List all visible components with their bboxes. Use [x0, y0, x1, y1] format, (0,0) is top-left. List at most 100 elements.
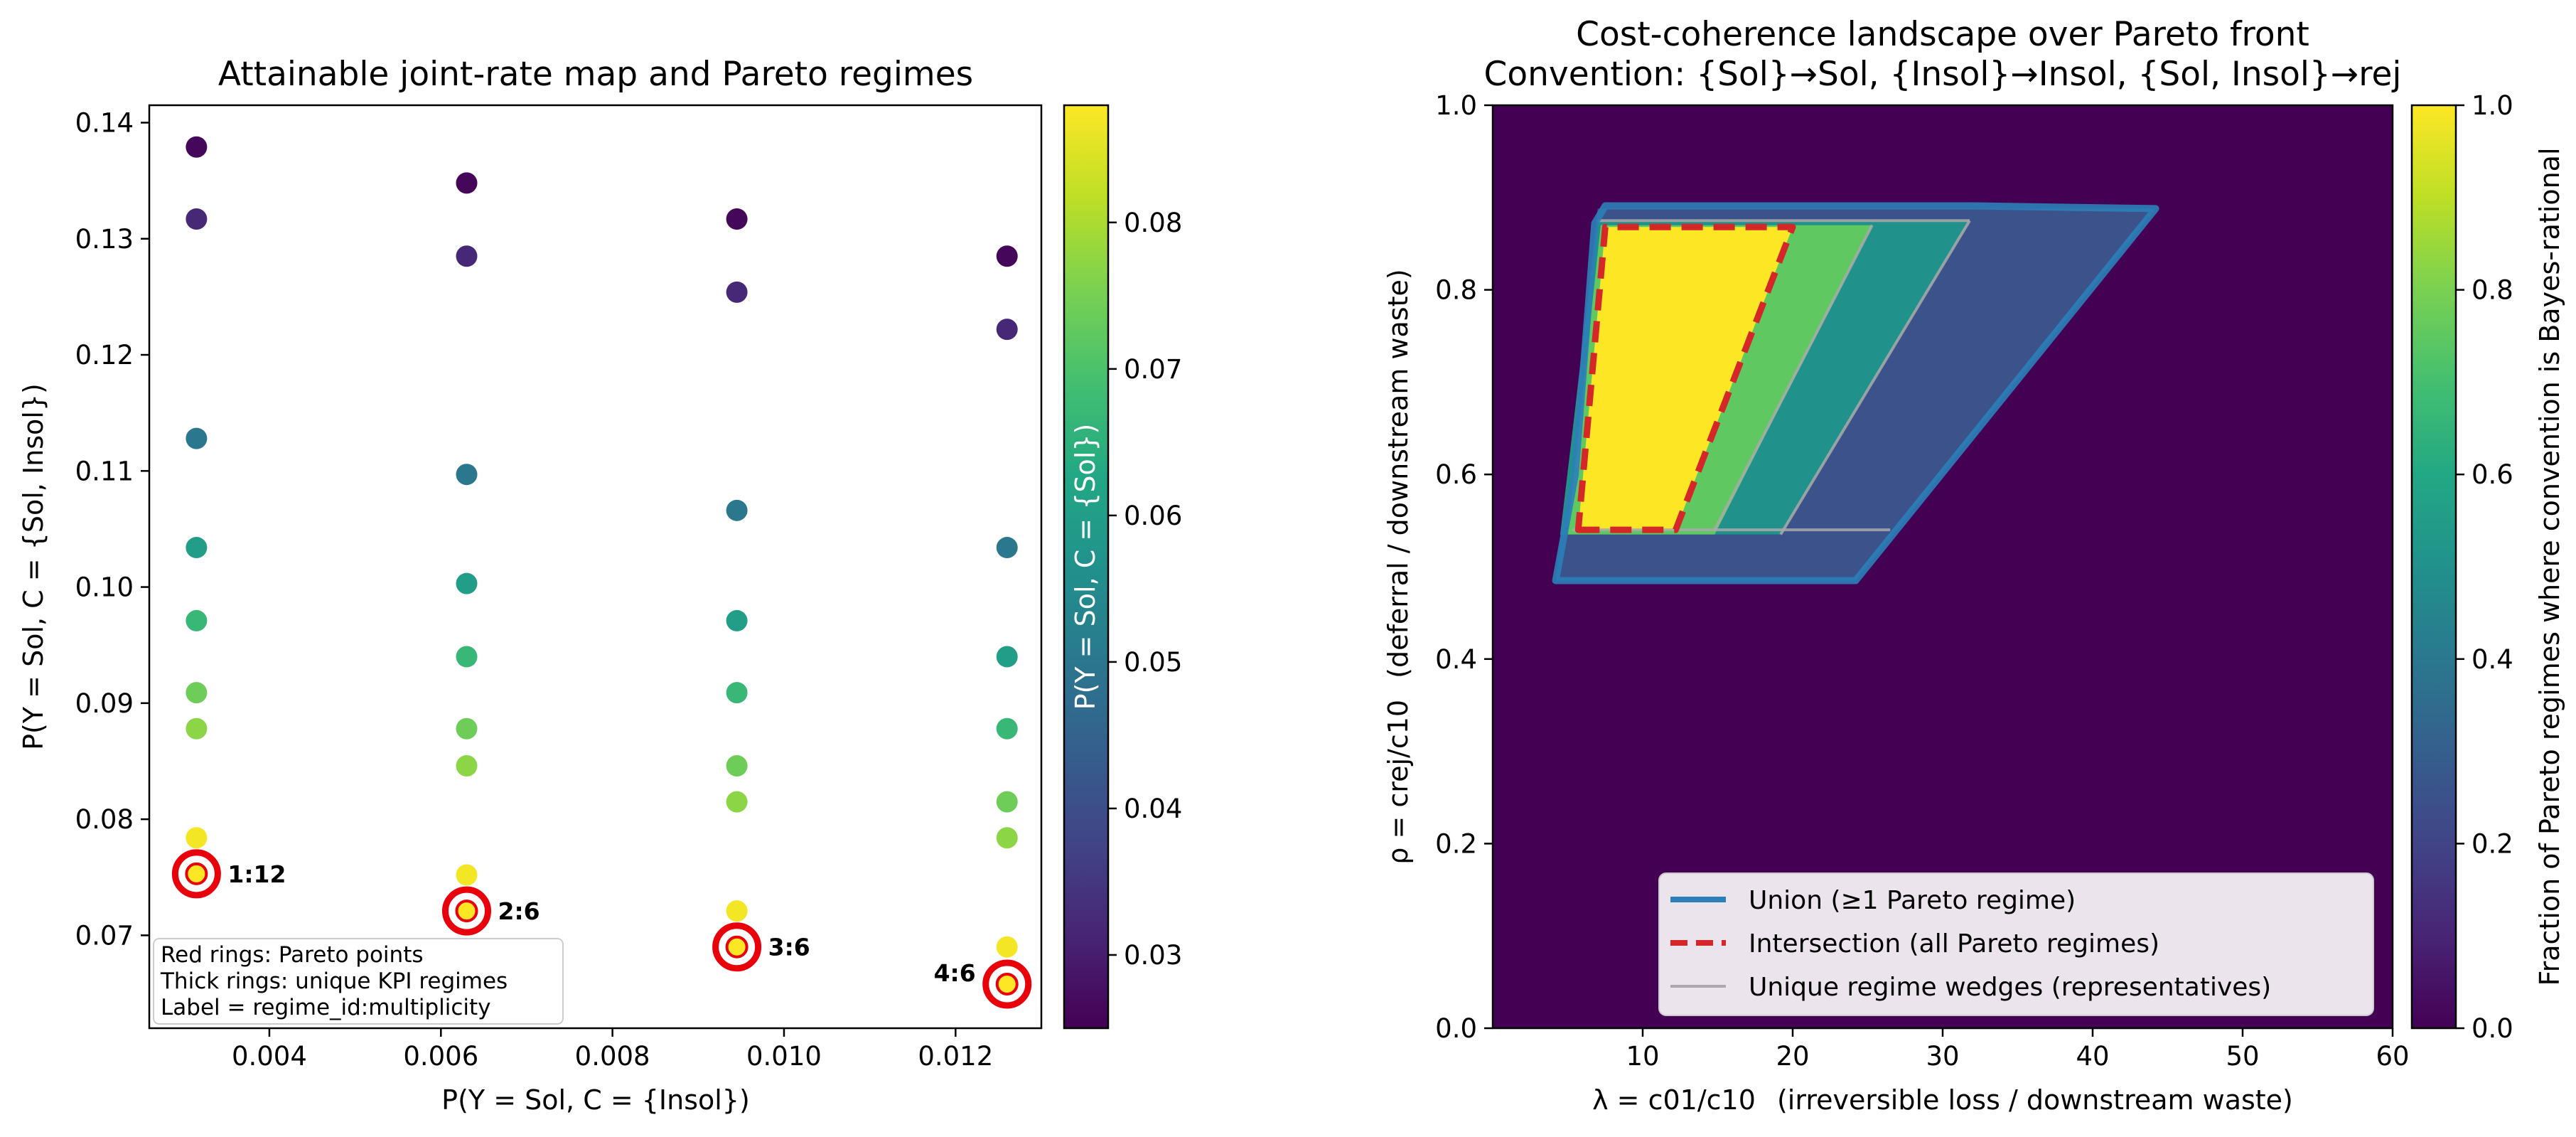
right-x-tick-label-4: 50 — [2226, 1041, 2259, 1072]
scatter-point-0 — [186, 136, 208, 158]
scatter-point-33 — [996, 827, 1018, 849]
scatter-point-4 — [186, 609, 208, 631]
left-colorbar-ticks: 0.03 0.04 0.05 0.06 0.07 0.08 — [1108, 208, 1182, 971]
right-x-tick-label-5: 60 — [2376, 1041, 2409, 1072]
right-chart-title-line-1: Cost-coherence landscape over Pareto fro… — [1576, 15, 2309, 54]
scatter-point-28 — [996, 319, 1018, 341]
left-y-tick-label-5: 0.12 — [75, 340, 134, 370]
pareto-label-0: 1:12 — [227, 860, 286, 888]
right-colorbar-tick-label-3: 0.6 — [2472, 459, 2513, 490]
right-y-axis-label: ρ = crej/c10 (deferral / downstream wast… — [1383, 269, 1414, 864]
scatter-point-23 — [726, 755, 748, 777]
right-legend: Union (≥1 Pareto regime) Intersection (a… — [1658, 872, 2374, 1016]
pareto-label-2: 3:6 — [768, 934, 810, 961]
pareto-point-1 — [455, 900, 478, 923]
left-scatter-marks: 1:12 2:6 3:6 4:6 — [171, 136, 1032, 1009]
pareto-label-3: 4:6 — [934, 959, 976, 987]
right-x-tick-label-3: 40 — [2076, 1041, 2109, 1072]
right-y-tick-label-1: 0.2 — [1435, 828, 1477, 859]
scatter-point-11 — [456, 464, 478, 486]
right-y-axis-label-main: ρ = crej/c10 — [1383, 700, 1414, 865]
intersection-outline — [1574, 223, 1796, 533]
right-x-axis-label-main: λ = c01/c10 — [1592, 1084, 1756, 1116]
pareto-ring-inner-1 — [450, 895, 483, 928]
right-y-tick-label-0: 0.0 — [1435, 1013, 1477, 1044]
scatter-point-1 — [186, 208, 208, 230]
left-colorbar-tick-label-1: 0.04 — [1124, 794, 1182, 824]
right-x-axis-label-desc: (irreversible loss / downstream waste) — [1777, 1084, 2293, 1116]
left-y-tick-label-0: 0.07 — [75, 920, 134, 951]
pareto-ring-inner-3 — [990, 967, 1024, 1000]
right-x-axis: 10 20 30 40 50 60 — [1626, 1028, 2410, 1072]
pareto-ring-outer-3 — [982, 959, 1032, 1009]
right-x-axis-label: λ = c01/c10 (irreversible loss / downstr… — [1592, 1084, 2293, 1116]
left-colorbar-tick-label-0: 0.03 — [1124, 940, 1182, 971]
pareto-ring-outer-0 — [171, 849, 221, 899]
left-y-tick-label-4: 0.11 — [75, 456, 134, 486]
scatter-point-25 — [726, 900, 748, 922]
left-y-tick-label-2: 0.09 — [75, 688, 134, 719]
left-colorbar-tick-label-2: 0.05 — [1124, 647, 1182, 678]
right-y-tick-label-2: 0.4 — [1435, 644, 1477, 675]
left-x-tick-label-0: 0.004 — [232, 1041, 307, 1072]
left-y-tick-label-7: 0.14 — [75, 107, 134, 138]
scatter-point-31 — [996, 717, 1018, 740]
left-x-axis: 0.004 0.006 0.008 0.010 0.012 — [232, 1028, 993, 1072]
scatter-point-14 — [456, 717, 478, 740]
right-colorbar: 0.0 0.2 0.4 0.6 0.8 1.0 Fraction of Pareto re… — [2410, 90, 2565, 1044]
right-chart: Cost-coherence landscape over Pareto fro… — [1383, 15, 2565, 1116]
left-y-tick-label-3: 0.10 — [75, 572, 134, 603]
pareto-ring-inner-2 — [720, 930, 753, 963]
scatter-point-7 — [186, 827, 208, 849]
scatter-point-20 — [726, 499, 748, 521]
scatter-point-18 — [726, 208, 748, 230]
scatter-point-15 — [456, 755, 478, 777]
scatter-point-5 — [186, 682, 208, 704]
right-y-axis-label-desc: (deferral / downstream waste) — [1383, 269, 1414, 678]
pareto-ring-outer-2 — [712, 922, 762, 972]
scatter-point-3 — [186, 537, 208, 559]
left-plot-frame — [148, 104, 1043, 1030]
scatter-point-30 — [996, 646, 1018, 668]
scatter-point-10 — [456, 245, 478, 267]
scatter-point-29 — [996, 537, 1018, 559]
scatter-point-13 — [456, 646, 478, 668]
heatmap-region-3 — [1578, 227, 1793, 530]
scatter-point-32 — [996, 791, 1018, 813]
right-y-tick-label-3: 0.6 — [1435, 459, 1477, 490]
left-colorbar: 0.03 0.04 0.05 0.06 0.07 0.08 P(Y = Sol, C = … — [1063, 104, 1182, 1030]
right-colorbar-ticks: 0.0 0.2 0.4 0.6 0.8 1.0 — [2456, 90, 2513, 1044]
scatter-point-19 — [726, 281, 748, 303]
union-outline — [1552, 202, 2159, 584]
left-notes-box: Red rings: Pareto points Thick rings: un… — [153, 938, 564, 1025]
legend-wedge-label: Unique regime wedges (representatives) — [1749, 973, 2271, 1002]
wedge-line-1 — [1713, 224, 1874, 531]
scatter-point-34 — [996, 936, 1018, 958]
note-line-1: Red rings: Pareto points — [161, 942, 424, 968]
note-line-2: Thick rings: unique KPI regimes — [160, 968, 508, 994]
pareto-point-0 — [185, 862, 208, 885]
left-colorbar-tick-label-3: 0.06 — [1124, 501, 1182, 531]
pareto-label-1: 2:6 — [498, 897, 540, 925]
left-y-tick-label-6: 0.13 — [75, 224, 134, 255]
left-x-tick-label-1: 0.006 — [403, 1041, 478, 1072]
pareto-point-3 — [995, 972, 1019, 995]
pareto-ring-outer-1 — [441, 886, 491, 936]
legend-union-label: Union (≥1 Pareto regime) — [1749, 886, 2076, 915]
wedge-line-2 — [1779, 220, 1971, 535]
right-colorbar-tick-label-2: 0.4 — [2472, 644, 2513, 675]
right-colorbar-tick-label-1: 0.2 — [2472, 828, 2513, 859]
right-colorbar-tick-label-4: 0.8 — [2472, 275, 2513, 306]
right-colorbar-tick-label-5: 1.0 — [2472, 90, 2513, 121]
scatter-point-16 — [456, 864, 478, 886]
right-y-tick-label-4: 0.8 — [1435, 275, 1477, 306]
scatter-point-21 — [726, 609, 748, 631]
left-colorbar-tick-label-5: 0.08 — [1124, 208, 1182, 238]
left-y-tick-label-1: 0.08 — [75, 804, 134, 835]
scatter-point-22 — [726, 682, 748, 704]
left-x-axis-label: P(Y = Sol, C = {Insol}) — [441, 1084, 750, 1116]
left-plot-background — [149, 105, 1041, 1028]
right-x-tick-label-0: 10 — [1626, 1041, 1659, 1072]
scatter-point-6 — [186, 717, 208, 740]
